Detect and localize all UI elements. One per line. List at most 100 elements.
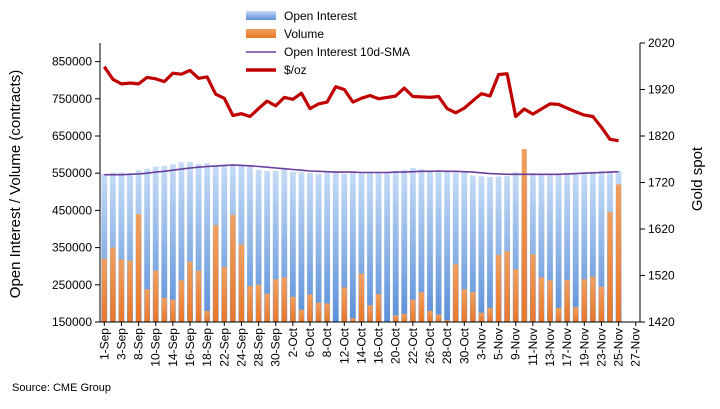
open-interest-bar bbox=[178, 162, 185, 322]
volume-bar bbox=[616, 184, 622, 322]
volume-bar bbox=[118, 259, 124, 322]
x-tick-label: 6-Oct bbox=[303, 327, 317, 357]
volume-bar bbox=[470, 292, 476, 322]
legend-label-open-interest: Open Interest bbox=[284, 9, 357, 23]
y2-tick-label: 1920 bbox=[648, 83, 675, 97]
x-tick-label: 18-Sep bbox=[200, 328, 214, 367]
x-tick-label: 10-Sep bbox=[149, 328, 163, 367]
x-tick-label: 30-Oct bbox=[457, 327, 471, 364]
volume-bar bbox=[350, 318, 356, 322]
open-interest-bar bbox=[255, 169, 262, 322]
open-interest-bar bbox=[161, 165, 168, 322]
open-interest-bar bbox=[478, 176, 485, 322]
open-interest-bar bbox=[512, 172, 519, 322]
volume-bar bbox=[367, 305, 373, 322]
legend-item-open-interest: Open Interest bbox=[246, 9, 357, 23]
volume-bar bbox=[436, 314, 442, 322]
open-interest-bar bbox=[572, 173, 579, 322]
y2-tick-label: 1420 bbox=[648, 315, 675, 329]
open-interest-bar bbox=[358, 172, 365, 322]
open-interest-bar bbox=[169, 164, 176, 322]
open-interest-bar bbox=[384, 172, 391, 322]
open-interest-bar bbox=[427, 170, 433, 322]
y-tick-label: 750000 bbox=[52, 92, 92, 106]
open-interest-bar bbox=[589, 171, 596, 322]
source-note: Source: CME Group bbox=[12, 382, 111, 394]
x-tick-label: 28-Oct bbox=[440, 327, 454, 364]
volume-bar bbox=[598, 286, 604, 322]
open-interest-bar bbox=[435, 170, 442, 322]
volume-bar bbox=[581, 279, 587, 322]
volume-bar bbox=[410, 299, 416, 322]
volume-bar bbox=[170, 299, 176, 322]
legend-item-sma: Open Interest 10d-SMA bbox=[246, 45, 410, 59]
open-interest-bar bbox=[307, 172, 313, 322]
open-interest-bar bbox=[195, 163, 202, 322]
open-interest-bar bbox=[444, 171, 451, 322]
sma-line bbox=[104, 164, 619, 176]
open-interest-bar bbox=[409, 167, 416, 322]
volume-bar bbox=[376, 294, 382, 322]
volume-bar bbox=[110, 247, 116, 322]
volume-bar bbox=[504, 251, 510, 322]
open-interest-bar bbox=[392, 170, 399, 322]
legend-label-volume: Volume bbox=[284, 27, 324, 41]
open-interest-bar bbox=[238, 164, 245, 322]
x-tick-label: 16-Oct bbox=[372, 327, 386, 364]
y-tick-label: 150000 bbox=[52, 315, 92, 329]
open-interest-bar bbox=[598, 170, 605, 322]
open-interest-bar bbox=[298, 172, 305, 322]
volume-bar bbox=[178, 280, 184, 322]
y2-axis-title: Gold spot bbox=[689, 146, 706, 211]
open-interest-bar bbox=[487, 176, 493, 322]
x-tick-label: 1-Sep bbox=[97, 328, 111, 360]
x-tick-label: 26-Oct bbox=[423, 327, 437, 364]
volume-bar bbox=[290, 296, 296, 322]
volume-bar bbox=[281, 277, 287, 322]
volume-bar bbox=[358, 273, 364, 322]
open-interest-bar bbox=[495, 176, 502, 322]
volume-bar bbox=[530, 254, 536, 322]
volume-bar bbox=[307, 294, 313, 322]
x-tick-label: 8-Sep bbox=[132, 328, 146, 360]
volume-bar bbox=[556, 307, 562, 322]
volume-bar bbox=[607, 212, 613, 322]
open-interest-bar bbox=[529, 173, 536, 322]
volume-bar bbox=[264, 293, 270, 322]
x-tick-label: 14-Oct bbox=[354, 327, 368, 364]
open-interest-bar bbox=[247, 165, 253, 322]
volume-bar bbox=[221, 266, 227, 322]
x-tick-label: 13-Nov bbox=[543, 328, 557, 367]
open-interest-bar bbox=[118, 172, 125, 322]
x-tick-label: 22-Oct bbox=[406, 327, 420, 364]
volume-bar bbox=[564, 279, 570, 322]
open-interest-bar bbox=[127, 173, 133, 322]
volume-bar bbox=[538, 277, 544, 322]
open-interest-bar bbox=[264, 170, 271, 322]
x-tick-label: 11-Nov bbox=[526, 328, 540, 366]
open-interest-bar bbox=[418, 169, 425, 322]
y2-tick-label: 1620 bbox=[648, 222, 675, 236]
x-tick-label: 12-Oct bbox=[337, 327, 351, 364]
volume-bar bbox=[478, 312, 484, 322]
y2-tick-label: 1720 bbox=[648, 176, 675, 190]
x-tick-label: 9-Nov bbox=[509, 328, 523, 360]
open-interest-bar bbox=[581, 172, 588, 322]
plot-area: 150000 250000 350000 450000 550000 650000 7500… bbox=[52, 36, 675, 367]
volume-bar bbox=[204, 310, 210, 322]
open-interest-bar bbox=[375, 172, 382, 322]
y-tick-label: 550000 bbox=[52, 166, 92, 180]
y-tick-label: 850000 bbox=[52, 55, 92, 69]
y-tick-label: 250000 bbox=[52, 278, 92, 292]
y2-tick-label: 2020 bbox=[648, 36, 675, 50]
volume-bar bbox=[298, 309, 304, 322]
open-interest-bar bbox=[452, 172, 459, 322]
open-interest-bar bbox=[555, 174, 562, 322]
x-tick-label: 8-Oct bbox=[320, 327, 334, 357]
volume-bar bbox=[461, 289, 467, 322]
volume-bar bbox=[101, 258, 107, 322]
volume-bar bbox=[547, 280, 553, 322]
y-tick-label: 350000 bbox=[52, 241, 92, 255]
volume-bar bbox=[247, 285, 253, 322]
open-interest-bar bbox=[504, 176, 511, 322]
